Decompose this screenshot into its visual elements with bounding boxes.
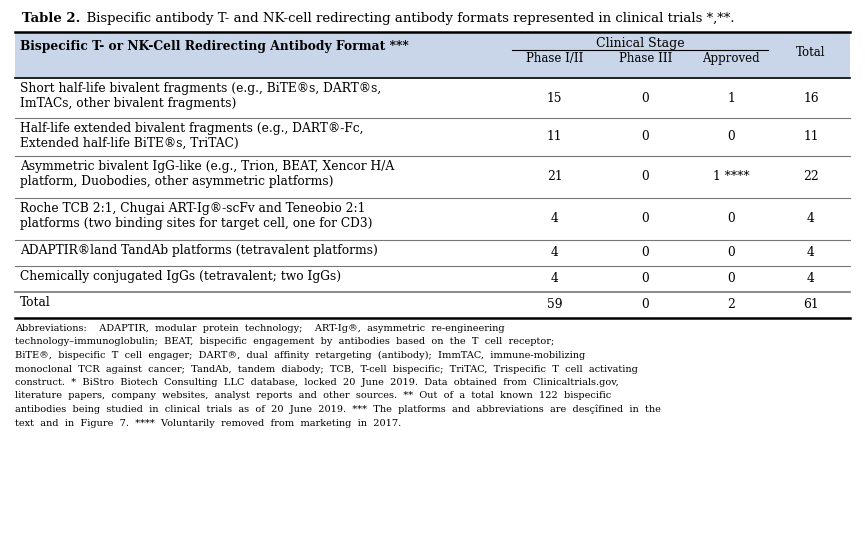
Text: Short half-life bivalent fragments (e.g., BiTE®s, DART®s,
ImTACs, other bivalent: Short half-life bivalent fragments (e.g.… (20, 82, 381, 110)
Text: 4: 4 (807, 212, 815, 225)
Bar (15, 156, 850, 198)
Text: Abbreviations:    ADAPTIR,  modular  protein  technology;    ART-Ig®,  asymmetri: Abbreviations: ADAPTIR, modular protein … (15, 324, 504, 333)
Text: literature  papers,  company  websites,  analyst  reports  and  other  sources. : literature papers, company websites, ana… (15, 391, 612, 401)
Text: antibodies  being  studied  in  clinical  trials  as  of  20  June  2019.  ***  : antibodies being studied in clinical tri… (15, 405, 661, 415)
Text: 0: 0 (642, 247, 650, 260)
Text: 0: 0 (727, 131, 735, 144)
Text: Half-life extended bivalent fragments (e.g., DART®-Fc,
Extended half-life BiTE®s: Half-life extended bivalent fragments (e… (20, 122, 363, 150)
Text: Approved: Approved (702, 52, 759, 65)
Text: 0: 0 (642, 92, 650, 105)
Text: Chemically conjugated IgGs (tetravalent; two IgGs): Chemically conjugated IgGs (tetravalent;… (20, 270, 341, 283)
Text: construct.  *  BiStro  Biotech  Consulting  LLC  database,  locked  20  June  20: construct. * BiStro Biotech Consulting L… (15, 378, 618, 387)
Text: 4: 4 (550, 212, 559, 225)
Bar (15, 118, 850, 156)
Text: Clinical Stage: Clinical Stage (596, 37, 684, 50)
Text: 1: 1 (727, 92, 735, 105)
Bar (15, 240, 850, 266)
Text: 0: 0 (727, 273, 735, 286)
Text: 1 ****: 1 **** (713, 171, 749, 184)
Bar (15, 78, 850, 118)
Text: 0: 0 (727, 247, 735, 260)
Text: ADAPTIR®land TandAb platforms (tetravalent platforms): ADAPTIR®land TandAb platforms (tetravale… (20, 244, 378, 257)
Text: Table 2.: Table 2. (22, 12, 80, 25)
Text: 2: 2 (727, 299, 735, 312)
Text: 0: 0 (642, 212, 650, 225)
Bar (15, 266, 850, 292)
Bar (15, 292, 850, 318)
Text: Roche TCB 2:1, Chugai ART-Ig®-scFv and Teneobio 2:1
platforms (two binding sites: Roche TCB 2:1, Chugai ART-Ig®-scFv and T… (20, 202, 373, 230)
Text: 4: 4 (550, 273, 559, 286)
Text: 22: 22 (803, 171, 819, 184)
Text: 11: 11 (804, 131, 819, 144)
Bar (15, 32, 850, 78)
Text: monoclonal  TCR  against  cancer;  TandAb,  tandem  diabody;  TCB,  T-cell  bisp: monoclonal TCR against cancer; TandAb, t… (15, 365, 638, 373)
Bar (15, 198, 850, 240)
Text: 0: 0 (727, 212, 735, 225)
Text: Bispecific T- or NK-Cell Redirecting Antibody Format ***: Bispecific T- or NK-Cell Redirecting Ant… (20, 40, 409, 53)
Text: BiTE®,  bispecific  T  cell  engager;  DART®,  dual  affinity  retargeting  (ant: BiTE®, bispecific T cell engager; DART®,… (15, 351, 586, 360)
Text: 0: 0 (642, 273, 650, 286)
Text: Total: Total (20, 296, 51, 309)
Text: 15: 15 (547, 92, 562, 105)
Text: 11: 11 (547, 131, 562, 144)
Text: text  and  in  Figure  7.  ****  Voluntarily  removed  from  marketing  in  2017: text and in Figure 7. **** Voluntarily r… (15, 418, 401, 428)
Text: 0: 0 (642, 131, 650, 144)
Text: Asymmetric bivalent IgG-like (e.g., Trion, BEAT, Xencor H/A
platform, Duobodies,: Asymmetric bivalent IgG-like (e.g., Trio… (20, 160, 394, 188)
Text: Total: Total (797, 46, 826, 59)
Text: 59: 59 (547, 299, 562, 312)
Text: 4: 4 (807, 273, 815, 286)
Text: 21: 21 (547, 171, 562, 184)
Text: technology–immunoglobulin;  BEAT,  bispecific  engagement  by  antibodies  based: technology–immunoglobulin; BEAT, bispeci… (15, 338, 554, 346)
Text: 61: 61 (804, 299, 819, 312)
Text: Bispecific antibody T- and NK-cell redirecting antibody formats represented in c: Bispecific antibody T- and NK-cell redir… (78, 12, 734, 25)
Text: 4: 4 (807, 247, 815, 260)
Text: 16: 16 (804, 92, 819, 105)
Text: 0: 0 (642, 299, 650, 312)
Text: 0: 0 (642, 171, 650, 184)
Text: 4: 4 (550, 247, 559, 260)
Text: Phase I/II: Phase I/II (526, 52, 583, 65)
Text: Phase III: Phase III (618, 52, 672, 65)
